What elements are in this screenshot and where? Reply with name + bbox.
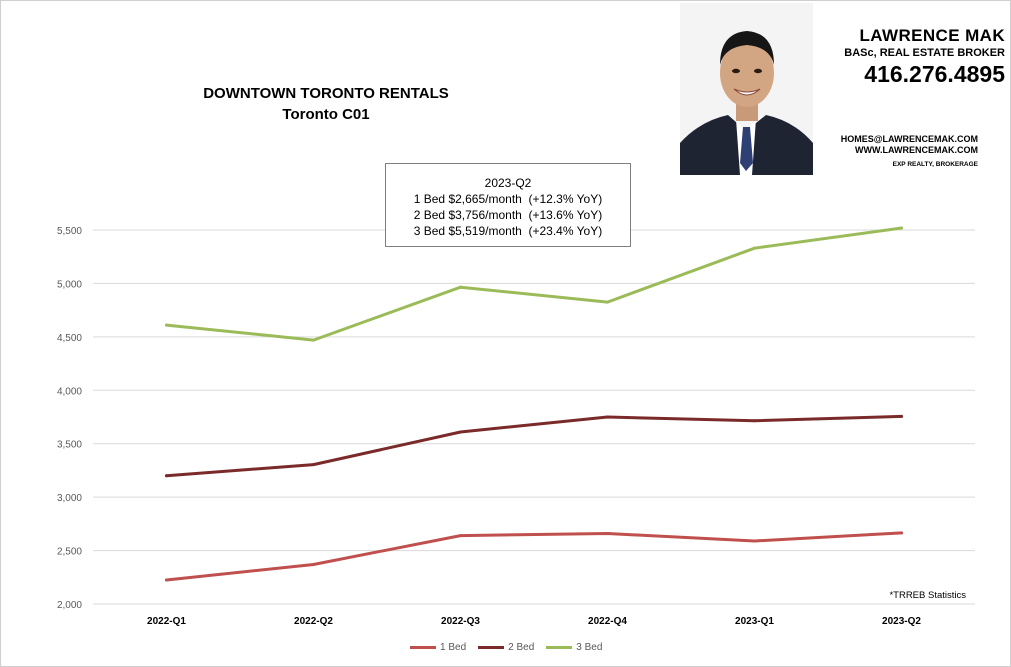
annotation-title: 2023-Q2	[484, 176, 532, 190]
agent-brokerage: EXP REALTY, BROKERAGE	[892, 161, 978, 168]
legend-label-3-bed: 3 Bed	[576, 641, 603, 653]
x-tick-label: 2023-Q2	[882, 616, 921, 627]
data-point	[900, 226, 903, 230]
annotation-line-1-bed: 1 Bed $2,665/month (+12.3% YoY)	[413, 192, 603, 206]
data-point	[312, 562, 315, 566]
x-tick-label: 2023-Q1	[735, 616, 774, 627]
chart-legend: 1 Bed 2 Bed 3 Bed	[410, 640, 614, 654]
series-lines	[165, 226, 903, 582]
chart-title: DOWNTOWN TORONTO RENTALS	[203, 85, 449, 102]
legend-swatch-1-bed	[410, 645, 436, 649]
agent-credentials: BASc, REAL ESTATE BROKER	[844, 47, 1005, 59]
x-tick-label: 2022-Q4	[588, 616, 627, 627]
data-point	[459, 285, 462, 289]
y-axis-ticks: 2,000 2,500 3,000 3,500 4,000 4,500 5,000 5,500	[57, 226, 82, 611]
legend-item-3-bed: 3 Bed	[546, 642, 602, 653]
series-line-3-bed	[165, 226, 903, 342]
data-point	[753, 246, 756, 250]
data-point	[312, 463, 315, 467]
agent-card: LAWRENCE MAK BASc, REAL ESTATE BROKER 41…	[820, 3, 1005, 88]
source-note: *TRREB Statistics	[889, 590, 966, 601]
legend-label-2-bed: 2 Bed	[508, 641, 535, 653]
agent-phone: 416.276.4895	[864, 61, 1005, 87]
data-point	[459, 534, 462, 538]
y-tick-label: 3,500	[57, 440, 82, 451]
data-point	[753, 419, 756, 423]
y-tick-label: 4,500	[57, 333, 82, 344]
data-point	[606, 415, 609, 419]
annotation-line-2-bed: 2 Bed $3,756/month (+13.6% YoY)	[413, 208, 603, 222]
data-point	[753, 539, 756, 543]
legend-item-1-bed: 1 Bed	[410, 642, 466, 653]
agent-portrait-icon	[680, 3, 813, 175]
data-point	[606, 300, 609, 304]
data-point	[900, 531, 903, 535]
y-tick-label: 5,000	[57, 279, 82, 290]
legend-item-2-bed: 2 Bed	[478, 642, 534, 653]
y-tick-label: 4,000	[57, 386, 82, 397]
x-tick-label: 2022-Q2	[294, 616, 333, 627]
data-point	[900, 414, 903, 418]
y-tick-label: 5,500	[57, 226, 82, 237]
data-point	[165, 578, 168, 582]
x-tick-label: 2022-Q3	[441, 616, 480, 627]
legend-swatch-3-bed	[546, 645, 573, 649]
agent-email: HOMES@LAWRENCEMAK.COM	[840, 134, 978, 144]
title-block: DOWNTOWN TORONTO RENTALS Toronto C01	[176, 83, 476, 125]
agent-photo	[680, 3, 813, 175]
data-point	[165, 474, 168, 478]
data-point	[459, 430, 462, 434]
annotation-line-3-bed: 3 Bed $5,519/month (+23.4% YoY)	[413, 224, 603, 238]
data-point	[606, 531, 609, 535]
data-point	[165, 323, 168, 327]
x-tick-label: 2022-Q1	[147, 616, 186, 627]
series-line-1-bed	[165, 531, 903, 582]
y-tick-label: 2,000	[57, 600, 82, 611]
chart-subtitle: Toronto C01	[282, 106, 370, 123]
y-tick-label: 2,500	[57, 547, 82, 558]
data-point	[312, 338, 315, 342]
x-axis-ticks: 2022-Q1 2022-Q2 2022-Q3 2022-Q4 2023-Q1 2023-…	[147, 616, 921, 627]
legend-label-1-bed: 1 Bed	[440, 641, 467, 653]
series-line-2-bed	[165, 414, 903, 478]
agent-name: LAWRENCE MAK	[859, 26, 1005, 45]
agent-website: WWW.LAWRENCEMAK.COM	[855, 145, 978, 155]
y-tick-label: 3,000	[57, 493, 82, 504]
legend-swatch-2-bed	[478, 645, 505, 649]
agent-contact: HOMES@LAWRENCEMAK.COM WWW.LAWRENCEMAK.CO…	[820, 134, 978, 169]
annotation-callout: 2023-Q2 1 Bed $2,665/month (+12.3% YoY) …	[385, 163, 631, 247]
